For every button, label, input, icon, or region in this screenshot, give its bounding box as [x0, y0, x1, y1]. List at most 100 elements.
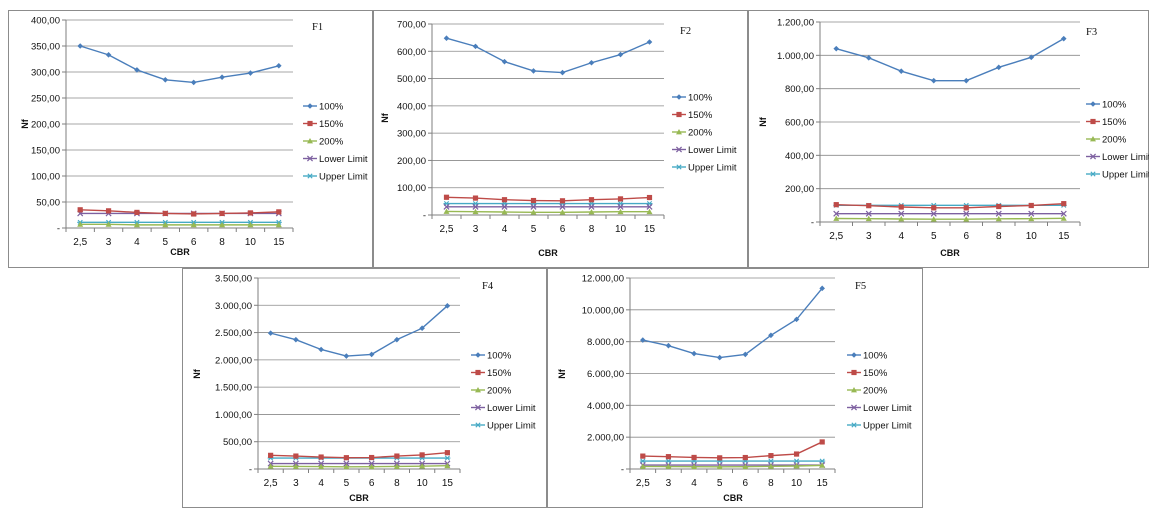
x-tick-label: 2,5	[264, 478, 278, 489]
legend-label: Lower Limit	[863, 403, 912, 414]
data-point	[833, 210, 840, 217]
data-point	[691, 454, 697, 461]
y-tick-label: 400,00	[31, 16, 60, 27]
data-point	[444, 455, 451, 461]
data-point	[444, 462, 451, 469]
data-point	[77, 221, 84, 227]
y-tick-label: 200,00	[31, 120, 60, 131]
data-point	[963, 77, 970, 84]
data-point	[767, 458, 774, 464]
data-point	[793, 451, 800, 457]
data-point	[995, 210, 1002, 217]
data-point	[963, 205, 969, 211]
chart-panel-f1: - 50,00 100,00 150,00 200,00 250,00 300,00 350,…	[8, 10, 373, 268]
legend-label: Upper Limit	[688, 163, 737, 174]
data-point	[343, 353, 350, 359]
series-200-	[267, 462, 451, 470]
panel-frame	[748, 10, 1149, 268]
data-point	[866, 203, 872, 209]
x-tick-label: 4	[134, 237, 140, 248]
data-point	[443, 35, 450, 41]
y-tick-label: 500,00	[223, 437, 252, 448]
data-point	[1061, 201, 1067, 207]
y-tick-label: -	[811, 218, 814, 229]
series-lower-limit	[443, 203, 653, 210]
data-point	[995, 64, 1002, 71]
legend-marker	[475, 369, 481, 376]
data-point	[419, 463, 426, 469]
x-tick-label: 3	[106, 237, 112, 248]
legend-marker	[851, 369, 857, 376]
x-tick-label: 10	[417, 478, 429, 489]
data-point	[501, 203, 508, 210]
y-tick-label: 800,00	[785, 84, 814, 95]
legend-item: 150%	[471, 368, 512, 379]
data-point	[617, 51, 624, 58]
legend-item: Lower Limit	[847, 403, 912, 414]
legend-marker	[675, 146, 683, 153]
y-tick-label: 2.000,00	[215, 355, 252, 366]
data-point	[530, 197, 537, 204]
series-150-	[77, 207, 282, 217]
data-point	[267, 463, 274, 469]
legend-marker	[676, 164, 682, 170]
data-point	[343, 455, 349, 461]
panel-title: F5	[855, 281, 866, 292]
data-point	[419, 325, 425, 332]
data-point	[247, 70, 254, 76]
legend-label: Lower Limit	[688, 145, 737, 156]
x-tick-label: 3	[666, 478, 672, 489]
chart-panel-f5: - 2.000,00 4.000,00 6.000,00 8.000,00 10.000,…	[547, 268, 923, 508]
legend-marker	[1090, 118, 1096, 125]
x-axis-label: CBR	[723, 493, 743, 503]
x-axis-label: CBR	[170, 247, 190, 257]
data-point	[318, 346, 324, 353]
y-tick-label: 600,00	[785, 118, 814, 129]
data-point	[105, 208, 112, 214]
data-point	[833, 45, 840, 52]
legend-item: 100%	[672, 93, 713, 104]
data-point	[162, 210, 168, 217]
data-point	[646, 39, 653, 45]
y-axis-label: Nf	[557, 368, 567, 378]
data-point	[588, 203, 595, 210]
legend-label: 150%	[1102, 117, 1127, 128]
legend-marker	[851, 352, 857, 358]
data-point	[833, 202, 839, 208]
legend-label: 150%	[319, 119, 344, 130]
x-tick-label: 3	[293, 478, 299, 489]
legend: 100% 150% 200% Lower Limit Upper Limit	[471, 351, 536, 432]
x-tick-label: 8	[394, 478, 400, 489]
data-point	[819, 458, 826, 464]
series-upper-limit	[639, 458, 826, 464]
x-tick-label: 10	[1026, 231, 1038, 242]
data-point	[767, 463, 774, 469]
data-point	[393, 463, 400, 469]
y-axis-label: Nf	[20, 118, 30, 128]
series-200-	[833, 215, 1067, 222]
data-point	[742, 463, 749, 470]
y-tick-label: 2.000,00	[587, 433, 624, 444]
legend-label: 100%	[487, 351, 512, 362]
x-tick-label: 4	[691, 478, 697, 489]
data-point	[665, 342, 672, 349]
y-tick-label: 300,00	[397, 129, 426, 140]
data-point	[190, 221, 197, 228]
legend-marker	[307, 103, 313, 109]
x-tick-label: 5	[163, 237, 169, 248]
data-point	[646, 203, 653, 210]
panel-frame	[547, 268, 923, 508]
series-line	[80, 209, 279, 215]
x-tick-label: 10	[615, 224, 627, 235]
series-line	[836, 202, 1064, 209]
legend-label: 200%	[1102, 135, 1127, 146]
legend: 100% 150% 200% Lower Limit Upper Limit	[303, 102, 368, 183]
y-tick-label: 3.500,00	[215, 274, 252, 285]
y-tick-label: 200,00	[397, 156, 426, 167]
y-tick-label: 500,00	[397, 74, 426, 85]
data-point	[77, 207, 83, 213]
data-point	[105, 221, 112, 227]
x-tick-label: 10	[791, 478, 803, 489]
data-point	[665, 458, 672, 464]
x-tick-label: 5	[344, 478, 350, 489]
